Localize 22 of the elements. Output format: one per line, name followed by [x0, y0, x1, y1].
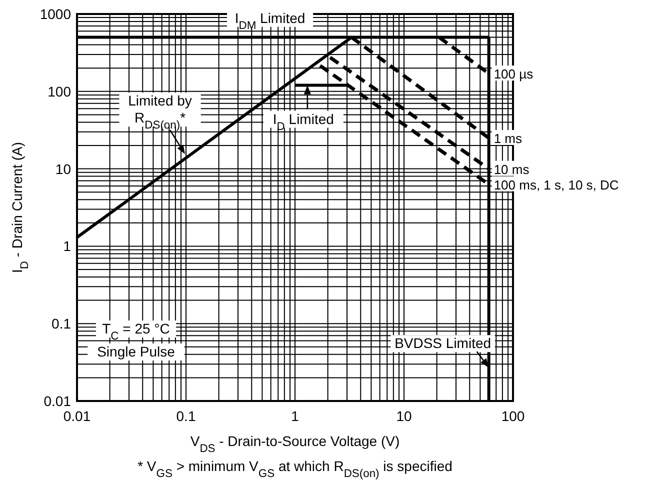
annotation: Single Pulse [97, 344, 176, 360]
series-label: 10 ms [494, 162, 530, 177]
text: * V$_{GS}$ > minimum V$_{GS}$ at which R$_{DS(on)}$ is specified [138, 458, 452, 480]
y-tick-label: 1 [63, 238, 72, 254]
y-tick-label: 10 [55, 160, 72, 177]
y-tick-label: 0.1 [52, 316, 72, 332]
annotation: BVDSS Limited [394, 335, 492, 352]
x-tick-label: 10 [396, 408, 412, 424]
annotation: T$_{C}$ = 25 °C [102, 320, 170, 342]
y-tick-label: 0.01 [44, 393, 72, 409]
series-label: 1 ms [494, 131, 522, 146]
annotation: I$_{D}$ Limited [272, 110, 334, 133]
x-tick-label: 100 [501, 408, 525, 424]
y-tick-label: 1000 [40, 6, 72, 22]
annotation: I$_{DM}$ Limited [234, 10, 306, 32]
x-tick-label: 1 [291, 408, 300, 424]
x-tick-label: 0.1 [176, 408, 196, 424]
annotation: Limited by R$_{DS(on)}$* [128, 92, 192, 132]
y-tick-label: 100 [48, 83, 72, 100]
series-label: 100 µs [494, 66, 534, 82]
series-label: 100 ms, 1 s, 10 s, DC [494, 177, 619, 192]
x-axis-title: V$_{DS}$ - Drain-to-Source Voltage (V) [190, 433, 400, 455]
